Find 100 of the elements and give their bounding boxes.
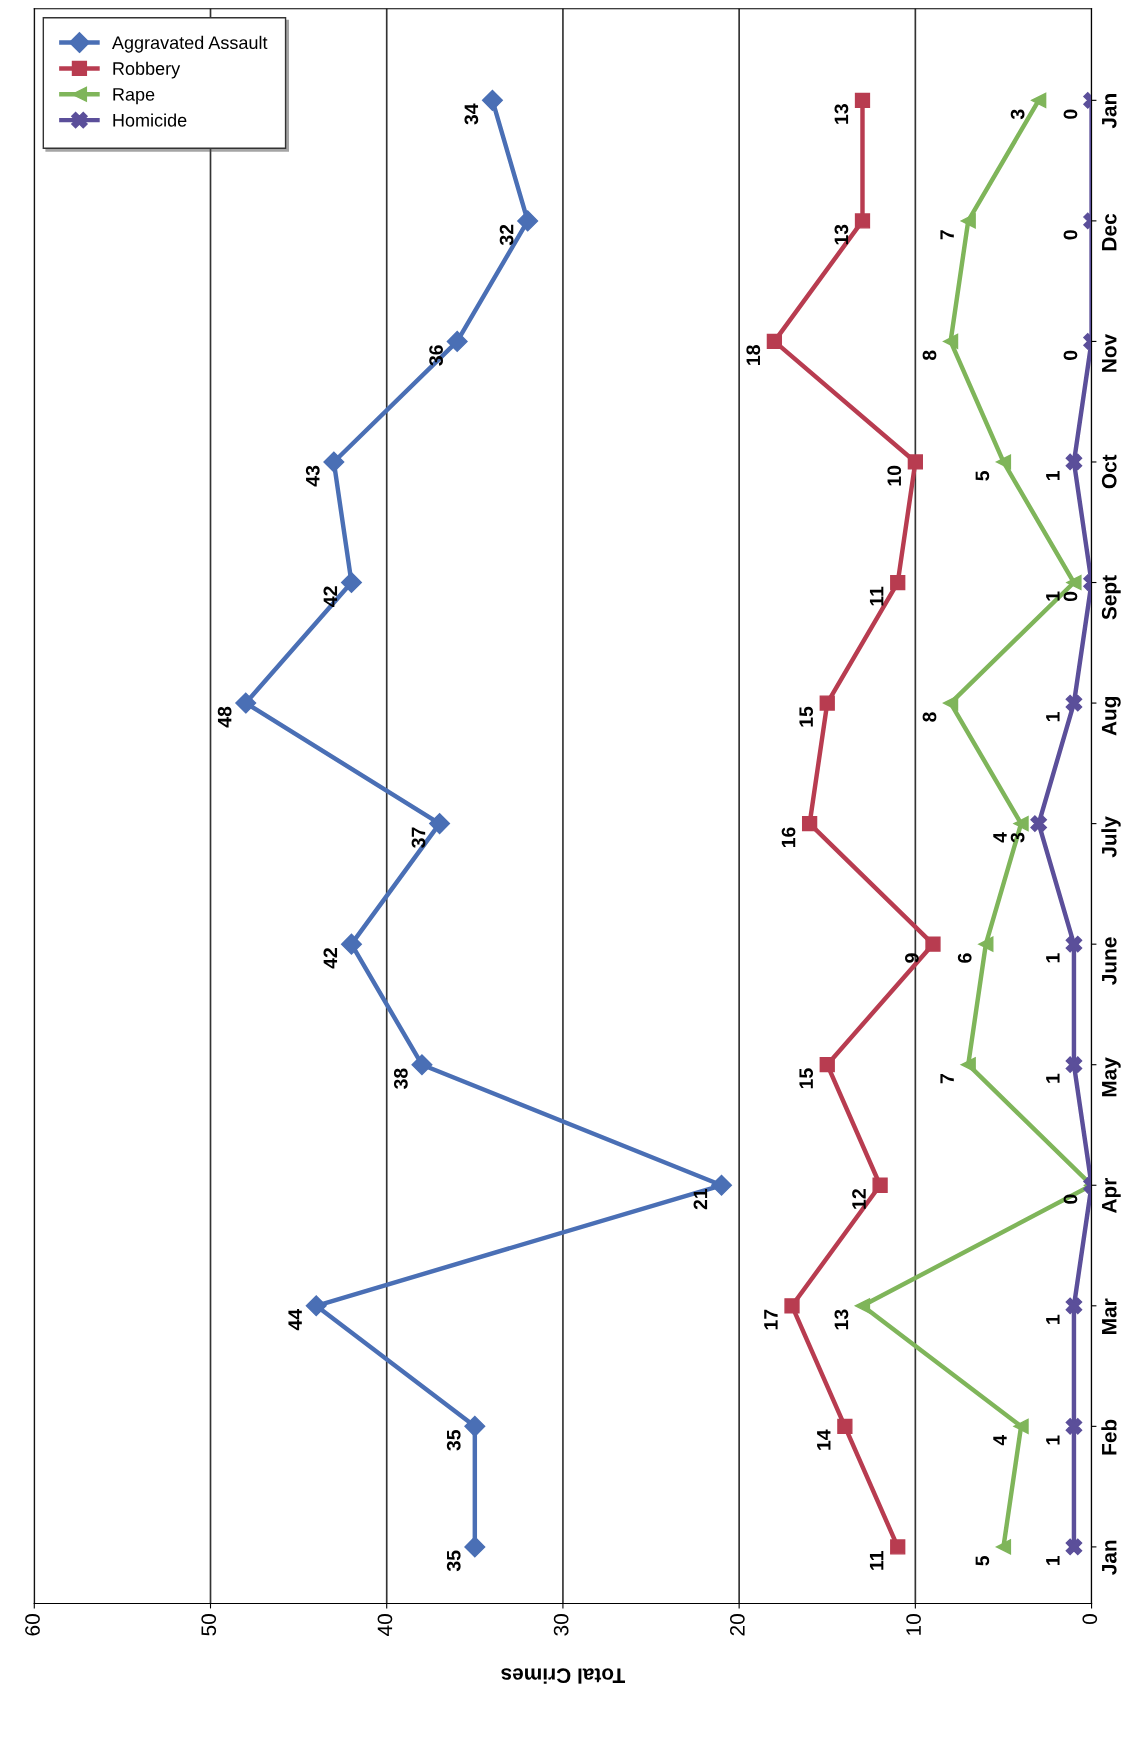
data-label: 0 [1063, 591, 1078, 602]
point [235, 692, 257, 714]
data-label: 35 [446, 1429, 461, 1451]
point [411, 1054, 433, 1076]
data-label: 8 [922, 350, 937, 361]
point [1066, 574, 1082, 591]
x-tick-label: 50 [201, 1614, 217, 1636]
point [340, 933, 362, 955]
point [819, 695, 835, 711]
point [1030, 815, 1048, 832]
x-tick-label: 30 [553, 1614, 569, 1636]
data-label: 6 [957, 953, 972, 963]
data-label: 32 [499, 224, 514, 246]
y-tick-label: Feb [1101, 1419, 1117, 1455]
data-label: 34 [464, 103, 479, 125]
data-label: 0 [1063, 109, 1078, 119]
legend-label: Aggravated Assault [111, 35, 268, 53]
point [429, 813, 451, 835]
point [995, 454, 1012, 470]
point [1013, 815, 1029, 832]
data-label: 17 [764, 1309, 778, 1330]
point [960, 213, 976, 229]
point [323, 451, 345, 473]
x-tick-label: 60 [25, 1614, 40, 1636]
data-label: 21 [693, 1188, 708, 1210]
point [517, 210, 539, 232]
point [446, 330, 468, 352]
data-label: 1 [1046, 1555, 1060, 1565]
data-label: 1 [1046, 471, 1060, 481]
data-label: 5 [975, 471, 990, 481]
x-tick-label: 0 [1082, 1614, 1098, 1625]
y-tick-label: June [1102, 937, 1117, 985]
data-label: 36 [429, 345, 443, 366]
data-label: 0 [1063, 350, 1078, 360]
point [995, 1539, 1012, 1555]
data-label: 10 [887, 465, 902, 486]
point [1065, 1056, 1083, 1074]
legend-label: Homicide [113, 113, 187, 127]
point [819, 1057, 835, 1073]
y-tick-label: Mar [1102, 1298, 1117, 1334]
data-label: 3 [1010, 109, 1025, 120]
data-label: 4 [993, 832, 1007, 843]
data-label: 43 [305, 465, 320, 487]
point [907, 454, 923, 470]
point [837, 1418, 853, 1435]
y-tick-label: Oct [1101, 454, 1117, 489]
point [978, 936, 994, 952]
point [340, 572, 362, 594]
data-label: 8 [922, 712, 937, 722]
data-label: 13 [834, 1309, 849, 1330]
data-label: 1 [1046, 591, 1060, 601]
data-label: 7 [940, 1074, 954, 1084]
point [481, 89, 503, 111]
point [305, 1295, 327, 1317]
y-tick-label: July [1101, 816, 1121, 858]
point [1031, 92, 1047, 108]
data-label: 1 [1046, 1314, 1060, 1324]
point [854, 213, 871, 229]
data-label: 37 [411, 827, 426, 848]
point [1065, 1538, 1083, 1556]
data-label: 35 [446, 1550, 461, 1572]
data-label: 9 [904, 953, 919, 963]
data-label: 15 [799, 706, 814, 727]
data-label: 44 [288, 1308, 302, 1331]
data-label: 48 [217, 706, 232, 728]
point [801, 815, 818, 832]
data-label: 3 [1010, 832, 1025, 843]
point [854, 92, 871, 108]
point [960, 1057, 976, 1073]
x-tick-label: 10 [906, 1614, 921, 1635]
data-label: 1 [1046, 712, 1060, 722]
y-tick-label: May [1102, 1057, 1121, 1097]
point [1065, 1418, 1083, 1435]
y-tick-label: Sept [1101, 575, 1121, 620]
legend-label: Robbery [113, 61, 181, 79]
data-label: 13 [834, 224, 849, 245]
data-label: 7 [940, 230, 954, 240]
data-label: 42 [323, 586, 338, 607]
y-tick-label: Aug [1101, 696, 1121, 736]
data-label: 42 [323, 948, 338, 969]
legend-label: Rape [113, 88, 155, 105]
data-label: 38 [393, 1068, 408, 1089]
data-label: 5 [975, 1555, 990, 1566]
data-label: 18 [746, 345, 761, 365]
point [1065, 694, 1083, 712]
data-label: 0 [1063, 1194, 1078, 1204]
data-label: 11 [869, 1551, 884, 1570]
data-label: 14 [817, 1429, 831, 1450]
point [784, 1298, 800, 1314]
point [890, 574, 906, 591]
x-tick-label: 40 [377, 1614, 393, 1636]
data-label: 1 [1046, 1073, 1060, 1083]
point [1065, 453, 1083, 471]
data-label: 1 [1046, 953, 1060, 963]
point [464, 1536, 486, 1558]
x-tick-label: 20 [729, 1614, 745, 1636]
x-axis-title: Total Crimes [501, 1668, 626, 1684]
point [854, 1298, 871, 1314]
y-tick-label: Jan [1102, 1540, 1117, 1575]
point [711, 1174, 733, 1196]
